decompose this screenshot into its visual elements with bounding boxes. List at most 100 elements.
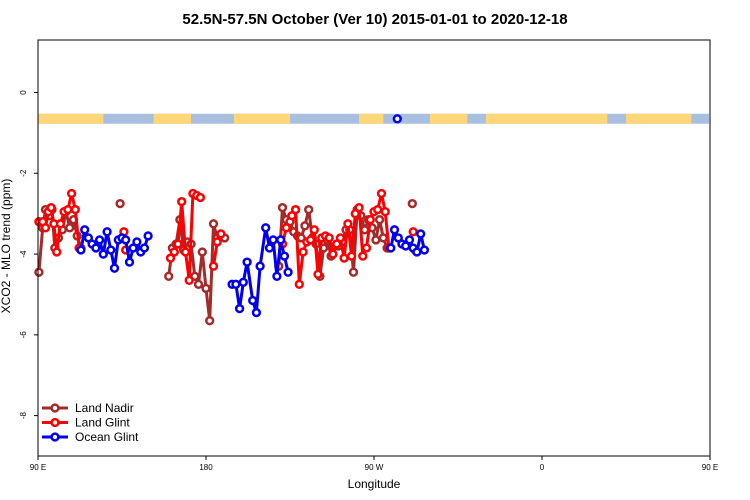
data-point — [70, 204, 80, 215]
data-point — [184, 275, 194, 285]
world-map-strip — [38, 113, 709, 124]
x-tick-label: 0 — [540, 463, 545, 472]
axes: 90 E 180 90 W 0 90 E 0 -2 -4 -6 -8 — [19, 90, 718, 472]
data-point — [109, 263, 120, 273]
data-point — [94, 235, 105, 245]
y-tick-label: -6 — [19, 331, 28, 339]
map-land — [430, 113, 468, 124]
data-point — [46, 202, 56, 213]
data-point — [124, 257, 135, 267]
data-point — [91, 243, 101, 253]
data-point — [139, 243, 150, 253]
data-point — [304, 204, 314, 215]
data-point — [335, 233, 346, 243]
legend-label: Ocean Glint — [75, 430, 139, 444]
data-point — [276, 235, 286, 245]
x-tick-label: 90 W — [365, 463, 384, 472]
data-point — [298, 247, 308, 257]
data-point — [348, 267, 359, 277]
data-point — [55, 219, 66, 229]
data-point — [328, 249, 338, 259]
data-point — [208, 219, 219, 229]
x-tick-label: 180 — [199, 463, 213, 472]
map-land — [38, 113, 104, 124]
data-point — [165, 253, 176, 263]
data-point — [106, 245, 116, 255]
data-point — [98, 249, 108, 259]
data-point — [264, 243, 275, 253]
data-point — [419, 245, 430, 255]
data-point — [365, 215, 375, 225]
data-point — [80, 225, 90, 235]
data-point — [115, 198, 125, 209]
data-point — [102, 227, 112, 237]
data-point — [52, 247, 62, 257]
data-point — [195, 192, 206, 203]
data-point — [371, 235, 381, 245]
data-point — [121, 235, 131, 245]
y-tick-label: -8 — [19, 412, 28, 420]
data-point — [180, 247, 191, 257]
data-point — [205, 316, 215, 326]
map-land — [359, 113, 384, 124]
data-point — [193, 279, 204, 289]
data-point — [40, 223, 51, 233]
y-axis-label: XCO2 - MLO trend (ppm) — [0, 179, 13, 314]
data-point — [234, 303, 245, 314]
map-land — [626, 113, 692, 124]
data-point — [313, 269, 323, 279]
data-point — [354, 202, 364, 213]
data-point — [305, 235, 316, 245]
data-point — [380, 207, 390, 217]
data-point — [378, 233, 388, 243]
data-point — [416, 229, 426, 239]
data-point — [173, 239, 183, 249]
data-point — [389, 225, 400, 235]
data-point — [350, 209, 360, 219]
data-point — [66, 188, 77, 199]
y-tick-label: 0 — [19, 90, 28, 95]
data-point — [212, 237, 222, 247]
data-point — [283, 267, 293, 277]
data-point — [201, 283, 211, 294]
data-point — [231, 279, 241, 289]
data-point — [358, 251, 368, 261]
data-point — [294, 279, 304, 289]
data-point — [169, 247, 179, 257]
data-point — [407, 198, 417, 209]
y-tick-label: -4 — [19, 250, 28, 258]
chart-title: 52.5N-57.5N October (Ver 10) 2015-01-01 … — [182, 11, 567, 28]
series-layer — [34, 114, 430, 326]
data-point — [34, 267, 44, 277]
data-point — [376, 188, 387, 199]
plot-frame — [37, 39, 711, 457]
data-point — [216, 229, 226, 239]
data-point — [343, 219, 353, 229]
data-point — [63, 204, 73, 215]
data-point — [277, 202, 288, 213]
map-land — [486, 113, 608, 124]
data-point — [65, 223, 75, 233]
data-point — [255, 261, 265, 271]
data-point — [412, 247, 422, 257]
data-point — [300, 221, 310, 231]
data-point — [309, 225, 319, 235]
data-point — [164, 271, 174, 281]
data-point — [251, 307, 262, 318]
data-point — [346, 251, 357, 261]
data-point — [386, 243, 396, 253]
data-point — [143, 231, 153, 241]
series-line — [169, 192, 202, 282]
x-tick-label: 90 E — [30, 463, 46, 472]
data-point — [208, 261, 219, 271]
data-point — [392, 114, 402, 124]
data-point — [248, 295, 258, 306]
y-tick-label: -2 — [19, 169, 28, 177]
data-point — [268, 235, 278, 245]
data-point — [76, 245, 86, 255]
data-point — [272, 271, 282, 281]
data-point — [177, 196, 187, 207]
data-point — [404, 235, 415, 245]
